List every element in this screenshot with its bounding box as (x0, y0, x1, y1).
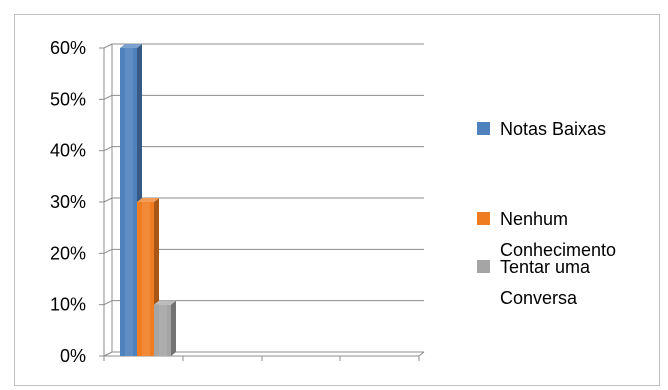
bar-highlight (142, 202, 150, 356)
bar-highlight (159, 304, 167, 356)
legend-label: Conhecimento (500, 240, 616, 260)
bars (120, 44, 176, 356)
gridline-side (103, 351, 113, 357)
floor-edge (418, 351, 425, 357)
y-tick-label: 0% (60, 346, 86, 366)
legend-item-1: Notas Baixas (477, 119, 606, 139)
legend-swatch (477, 260, 490, 273)
y-tick-labels: 0% 10% 20% 30% 40% 50% 60% (50, 38, 86, 366)
legend-label: Notas Baixas (500, 119, 606, 139)
y-tick-label: 10% (50, 295, 86, 315)
bar-highlight (125, 48, 133, 356)
gridline-side (103, 43, 113, 49)
gridline-side (103, 146, 113, 152)
legend-item-3: Tentar uma Conversa (477, 257, 591, 308)
y-tick-label: 50% (50, 89, 86, 109)
bar-top-face (154, 300, 176, 305)
gridline-side (103, 197, 113, 203)
bar-top-face (137, 198, 159, 202)
legend-swatch (477, 122, 490, 135)
gridline-side (103, 94, 113, 100)
y-tick-label: 20% (50, 243, 86, 263)
legend-label: Tentar uma (500, 257, 591, 277)
legend-item-2: Nenhum Conhecimento (477, 209, 616, 260)
legend-swatch (477, 212, 490, 225)
gridline-side (103, 300, 113, 306)
legend-label: Nenhum (500, 209, 568, 229)
bar-3 (154, 300, 176, 356)
y-tick-label: 30% (50, 192, 86, 212)
y-tick-label: 40% (50, 141, 86, 161)
gridline-side (103, 248, 113, 254)
legend-label: Conversa (500, 288, 578, 308)
bar-side-face (171, 300, 176, 356)
y-tick-label: 60% (50, 38, 86, 58)
bar-top-face (120, 44, 142, 48)
